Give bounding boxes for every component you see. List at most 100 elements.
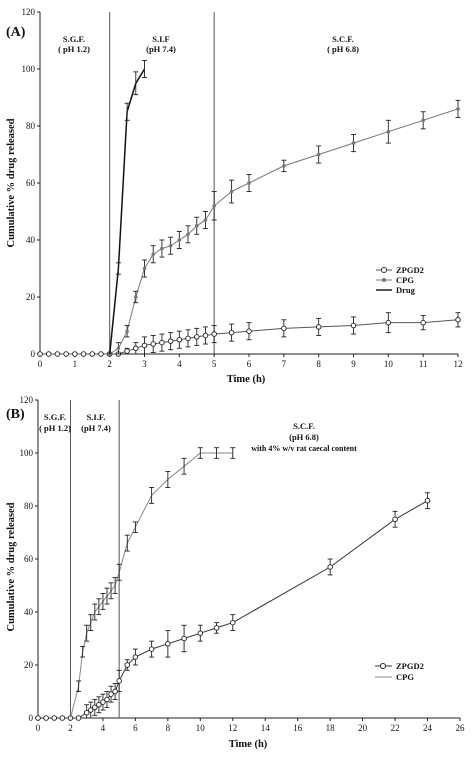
a-y-tick-label: 20 [26, 292, 36, 302]
a-series-cpg-point [351, 141, 356, 145]
panel-a-y-axis-label: Cumulative % drug released [6, 118, 17, 247]
legend-zpgd2-label: ZPGD2 [396, 265, 424, 275]
a-series-zpgd2-point [80, 351, 87, 357]
legend-cpg-marker [382, 278, 386, 282]
b-series-zpgd2-point [181, 635, 187, 642]
a-series-cpg-point [194, 223, 199, 228]
b-x-tick-label: 20 [358, 723, 368, 733]
a-series-cpg-point [186, 232, 190, 237]
b-series-zpgd2-point [43, 715, 49, 721]
a-series-zpgd2-point [133, 345, 139, 352]
a-x-tick-label: 4 [177, 359, 182, 369]
a-series-cpg-line [109, 108, 459, 355]
legend-b-zpgd2-marker [380, 663, 386, 669]
a-series-zpgd2-point [193, 334, 200, 340]
b-x-tick-label: 12 [228, 723, 237, 733]
a-series-zpgd2-point [54, 351, 61, 357]
b-y-tick-label: 100 [20, 448, 34, 458]
a-series-zpgd2-point [420, 319, 426, 326]
a-series-zpgd2-point [202, 332, 209, 339]
b-y-tick-label: 40 [24, 607, 34, 617]
b-series-zpgd2-point [108, 691, 114, 697]
a-series-zpgd2-point [159, 339, 165, 346]
a-x-tick-label: 6 [247, 359, 252, 369]
phase-sgf-ph-b: ( pH 1.2) [39, 423, 71, 433]
b-x-tick-label: 26 [456, 723, 466, 733]
b-series-zpgd2-point [197, 630, 204, 636]
a-series-zpgd2-point [63, 351, 69, 357]
a-series-zpgd2-point [141, 342, 148, 349]
a-series-zpgd2-point [350, 322, 357, 329]
b-x-tick-label: 14 [261, 723, 271, 733]
b-y-tick-label: 60 [24, 554, 34, 564]
a-y-tick-label: 60 [26, 178, 36, 188]
a-x-tick-label: 10 [384, 359, 394, 369]
b-series-zpgd2-point [213, 625, 220, 631]
b-x-tick-label: 6 [133, 723, 138, 733]
a-series-zpgd2-point [455, 317, 461, 323]
a-series-cpg-point [133, 295, 138, 299]
panel-a-label: (A) [6, 25, 26, 40]
a-x-tick-label: 8 [316, 359, 321, 369]
b-series-zpgd2-point [116, 678, 122, 684]
a-y-tick-label: 120 [22, 7, 36, 17]
a-series-zpgd2-point [211, 331, 217, 337]
a-series-cpg-point [160, 246, 164, 251]
panel-b: (B) Cumulative % drug released Time (h) … [6, 395, 465, 750]
b-series-zpgd2-point [327, 564, 333, 570]
b-series-zpgd2-point [104, 696, 110, 703]
b-series-zpgd2-point [87, 707, 94, 713]
a-series-zpgd2-point [124, 348, 130, 354]
a-series-cpg-point [247, 181, 251, 185]
panel-a: (A) Cumulative % drug released Time (h) … [6, 7, 463, 385]
b-series-zpgd2-point [112, 688, 118, 695]
panel-a-x-axis-label: Time (h) [227, 374, 266, 385]
b-x-tick-label: 0 [36, 723, 41, 733]
a-series-cpg-point [142, 266, 147, 271]
a-y-tick-label: 0 [31, 349, 36, 359]
a-series-zpgd2-point [45, 351, 52, 357]
a-x-tick-label: 11 [419, 359, 428, 369]
a-series-zpgd2-point [98, 351, 104, 357]
a-series-cpg-point [316, 152, 321, 157]
phase-scf-title-b: S.C.F. [293, 421, 315, 431]
b-series-zpgd2-point [392, 516, 398, 523]
a-x-tick-label: 3 [142, 359, 147, 369]
phase-sif-title-b: S.I.F. [87, 412, 106, 422]
phase-sgf-title-b: S.G.F. [44, 412, 66, 422]
b-x-tick-label: 4 [101, 723, 106, 733]
phase-scf-ph-b: (pH 6.8) [289, 432, 319, 442]
panel-b-label: (B) [6, 407, 25, 422]
b-series-zpgd2-point [132, 654, 139, 660]
a-series-cpg-point [151, 252, 156, 257]
a-series-cpg-point [125, 329, 129, 334]
a-series-cpg-point [107, 352, 112, 356]
b-series-zpgd2-point [124, 662, 131, 668]
a-y-tick-label: 80 [26, 121, 36, 131]
a-series-zpgd2-point [167, 338, 174, 344]
b-series-zpgd2-point [67, 715, 74, 721]
b-series-zpgd2-point [59, 715, 66, 721]
a-series-zpgd2-point [72, 351, 78, 357]
a-x-tick-label: 7 [282, 359, 287, 369]
phase-sif-title: S.I.F [152, 34, 169, 44]
a-series-zpgd2-point [150, 341, 156, 347]
a-series-cpg-point [203, 218, 208, 222]
a-series-cpg-point [421, 118, 425, 123]
a-series-cpg-point [282, 164, 286, 168]
legend-b-cpg-label: CPG [396, 672, 414, 682]
b-series-zpgd2-point [148, 646, 155, 652]
a-x-tick-label: 12 [454, 359, 463, 369]
b-series-zpgd2-point [424, 497, 431, 504]
phase-scf-note-b: with 4% w/v rat caecal content [251, 444, 357, 453]
panel-b-y-axis-label: Cumulative % drug released [6, 502, 17, 631]
a-series-zpgd2-point [37, 351, 43, 357]
a-series-zpgd2-point [246, 328, 252, 334]
a-series-cpg-point [386, 129, 391, 134]
b-x-tick-label: 16 [293, 723, 303, 733]
b-series-zpgd2-point [51, 715, 57, 721]
a-series-zpgd2-point [185, 335, 191, 342]
a-series-cpg-point [116, 346, 121, 351]
